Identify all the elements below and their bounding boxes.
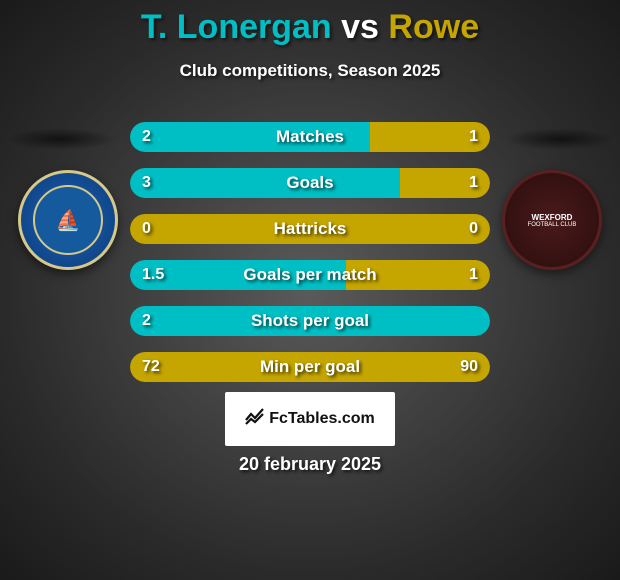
stat-label: Goals per match xyxy=(130,260,490,290)
stats-container: Matches21Goals31Hattricks00Goals per mat… xyxy=(130,122,490,398)
stat-value-right: 90 xyxy=(460,352,478,382)
stat-label: Min per goal xyxy=(130,352,490,382)
subtitle: Club competitions, Season 2025 xyxy=(0,61,620,81)
stat-value-right: 0 xyxy=(469,214,478,244)
stat-label: Shots per goal xyxy=(130,306,490,336)
club-badge-right: WEXFORD FOOTBALL CLUB xyxy=(502,170,602,270)
stat-label: Goals xyxy=(130,168,490,198)
watermark[interactable]: FcTables.com xyxy=(225,392,395,446)
stat-value-left: 1.5 xyxy=(142,260,164,290)
stat-value-right: 1 xyxy=(469,260,478,290)
comparison-title: T. Lonergan vs Rowe xyxy=(0,0,620,47)
ship-icon: ⛵ xyxy=(56,208,81,233)
stat-label: Hattricks xyxy=(130,214,490,244)
stat-value-right: 1 xyxy=(469,122,478,152)
vs-text: vs xyxy=(341,8,379,46)
club-badge-left: ⛵ xyxy=(18,170,118,270)
chart-icon xyxy=(245,408,265,431)
club-badge-right-inner: WEXFORD FOOTBALL CLUB xyxy=(517,185,587,255)
stat-row: Shots per goal2 xyxy=(130,306,490,336)
stat-row: Goals3 1 xyxy=(130,168,490,198)
watermark-text: FcTables.com xyxy=(269,410,375,428)
player-left-name: T. Lonergan xyxy=(141,8,332,46)
club-badge-left-inner: ⛵ xyxy=(33,185,103,255)
date-text: 20 february 2025 xyxy=(0,454,620,475)
stat-value-left: 0 xyxy=(142,214,151,244)
player-right-name: Rowe xyxy=(388,8,479,46)
club-right-sub: FOOTBALL CLUB xyxy=(528,222,577,228)
stat-label: Matches xyxy=(130,122,490,152)
stat-value-left: 2 xyxy=(142,306,151,336)
badge-shadow-right xyxy=(504,128,614,150)
club-right-label: WEXFORD xyxy=(532,213,573,222)
stat-row: Min per goal72 90 xyxy=(130,352,490,382)
stat-value-left: 3 xyxy=(142,168,151,198)
badge-shadow-left xyxy=(6,128,116,150)
stat-row: Goals per match1.5 1 xyxy=(130,260,490,290)
stat-value-left: 72 xyxy=(142,352,160,382)
stat-row: Hattricks0 0 xyxy=(130,214,490,244)
stat-value-right: 1 xyxy=(469,168,478,198)
stat-row: Matches2 1 xyxy=(130,122,490,152)
stat-value-left: 2 xyxy=(142,122,151,152)
